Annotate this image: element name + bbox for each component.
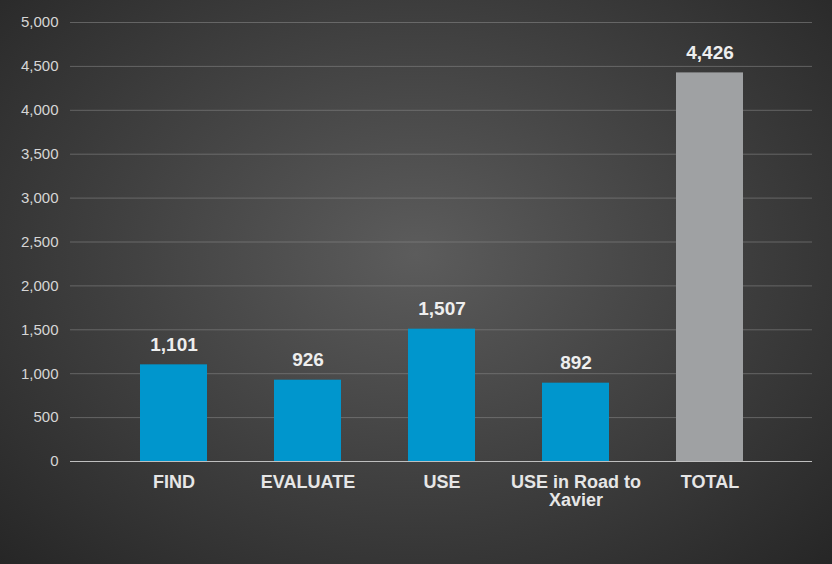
svg-text:FIND: FIND: [153, 472, 195, 492]
svg-text:4,000: 4,000: [21, 101, 59, 118]
svg-text:5,000: 5,000: [21, 13, 59, 30]
svg-text:3,000: 3,000: [21, 189, 59, 206]
svg-text:0: 0: [50, 452, 58, 469]
svg-text:1,101: 1,101: [150, 334, 198, 355]
svg-text:926: 926: [292, 349, 324, 370]
svg-text:TOTAL: TOTAL: [681, 472, 739, 492]
svg-text:3,500: 3,500: [21, 145, 59, 162]
svg-text:EVALUATE: EVALUATE: [261, 472, 355, 492]
svg-text:4,426: 4,426: [686, 42, 734, 63]
svg-text:4,500: 4,500: [21, 57, 59, 74]
svg-text:1,507: 1,507: [418, 298, 466, 319]
svg-text:1,500: 1,500: [21, 321, 59, 338]
svg-text:500: 500: [33, 408, 58, 425]
svg-text:1,000: 1,000: [21, 365, 59, 382]
svg-text:2,000: 2,000: [21, 277, 59, 294]
svg-text:2,500: 2,500: [21, 233, 59, 250]
svg-text:892: 892: [560, 352, 592, 373]
svg-text:USE in Road toXavier: USE in Road toXavier: [511, 472, 641, 510]
svg-text:USE: USE: [423, 472, 460, 492]
